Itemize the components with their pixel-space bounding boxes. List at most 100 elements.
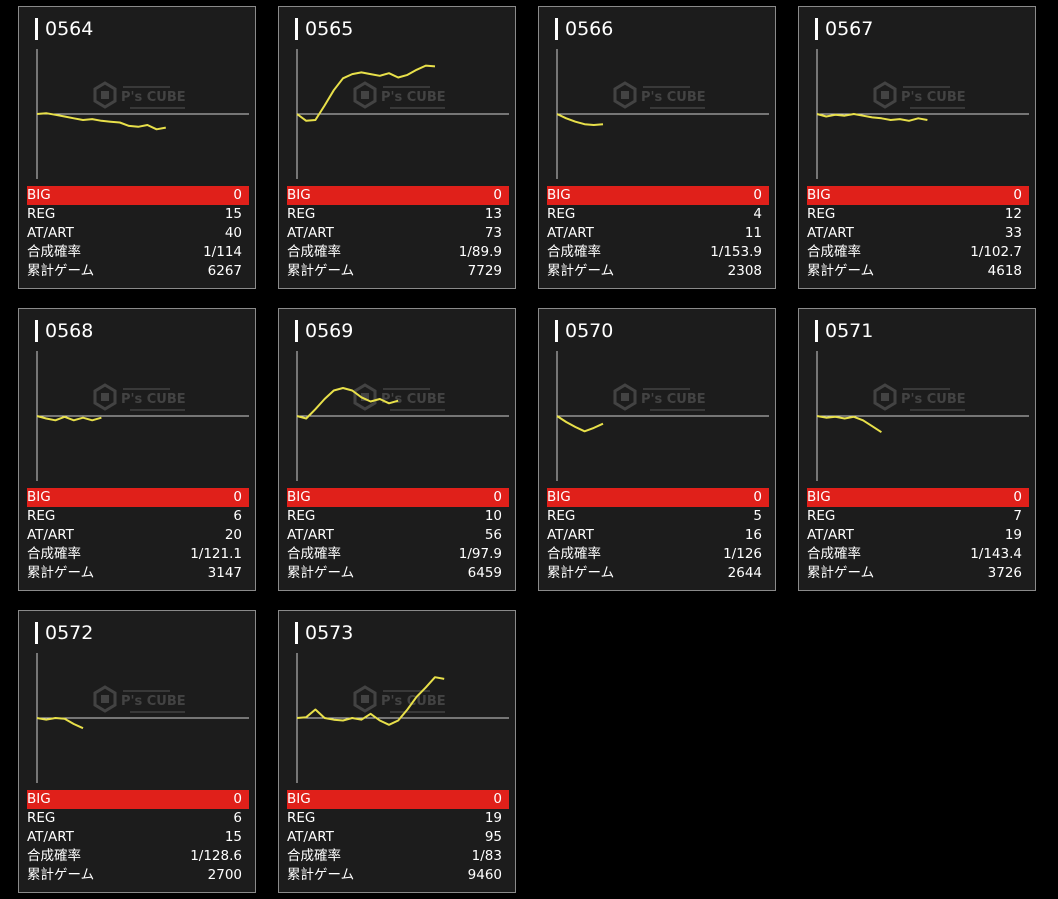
total-games-row: 累計ゲーム 9460 <box>287 866 509 885</box>
prob-value: 1/153.9 <box>710 244 762 260</box>
reg-value: 19 <box>484 810 502 826</box>
prob-label: 合成確率 <box>807 244 861 260</box>
title-accent-bar <box>295 320 298 342</box>
at-art-row: AT/ART 95 <box>287 828 509 847</box>
at-art-row: AT/ART 19 <box>807 526 1029 545</box>
machine-title: 0568 <box>35 319 93 343</box>
probability-row: 合成確率 1/89.9 <box>287 243 509 262</box>
trend-line <box>816 113 928 122</box>
slump-graph: P's CUBE <box>295 351 509 481</box>
reg-label: REG <box>27 508 56 524</box>
ps-cube-icon-core <box>881 393 889 401</box>
prob-label: 合成確率 <box>287 546 341 562</box>
big-value: 0 <box>233 489 242 505</box>
watermark-text: P's CUBE <box>121 90 186 105</box>
ps-cube-icon <box>353 685 377 713</box>
at-label: AT/ART <box>287 527 334 543</box>
prob-label: 合成確率 <box>547 546 601 562</box>
reg-value: 6 <box>233 508 242 524</box>
big-value: 0 <box>753 187 762 203</box>
prob-value: 1/89.9 <box>458 244 502 260</box>
title-accent-bar <box>815 320 818 342</box>
at-art-row: AT/ART 73 <box>287 224 509 243</box>
at-value: 19 <box>1004 527 1022 543</box>
at-label: AT/ART <box>547 225 594 241</box>
total-games-row: 累計ゲーム 2700 <box>27 866 249 885</box>
machine-title: 0573 <box>295 621 353 645</box>
big-value: 0 <box>493 791 502 807</box>
at-art-row: AT/ART 15 <box>27 828 249 847</box>
big-label: BIG <box>27 187 51 203</box>
reg-value: 12 <box>1004 206 1022 222</box>
reg-label: REG <box>807 508 836 524</box>
at-value: 33 <box>1004 225 1022 241</box>
games-value: 7729 <box>467 263 502 279</box>
ps-cube-icon <box>93 383 117 411</box>
probability-row: 合成確率 1/102.7 <box>807 243 1029 262</box>
title-accent-bar <box>35 622 38 644</box>
at-art-row: AT/ART 11 <box>547 224 769 243</box>
at-label: AT/ART <box>287 225 334 241</box>
machine-card-0567[interactable]: 0567 P's CUBE BIG 0 REG 12 AT/ART 33 合成確率 1/102.7… <box>798 6 1036 289</box>
at-label: AT/ART <box>287 829 334 845</box>
machine-number: 0572 <box>45 622 94 644</box>
reg-label: REG <box>27 206 56 222</box>
prob-value: 1/102.7 <box>970 244 1022 260</box>
big-value: 0 <box>233 791 242 807</box>
reg-label: REG <box>287 508 316 524</box>
games-label: 累計ゲーム <box>547 565 615 581</box>
games-value: 2308 <box>727 263 762 279</box>
machine-card-0568[interactable]: 0568 P's CUBE BIG 0 REG 6 AT/ART 20 合成確率 1/121.1 累… <box>18 308 256 591</box>
ps-cube-icon-core <box>101 695 109 703</box>
title-accent-bar <box>815 18 818 40</box>
machine-number: 0570 <box>565 320 614 342</box>
machine-card-0570[interactable]: 0570 P's CUBE BIG 0 REG 5 AT/ART 16 合成確率 1/126 累計ゲ… <box>538 308 776 591</box>
ps-cube-icon <box>353 383 377 411</box>
machine-stats: BIG 0 REG 7 AT/ART 19 合成確率 1/143.4 累計ゲーム 3726 <box>807 488 1029 583</box>
at-label: AT/ART <box>27 225 74 241</box>
reg-value: 10 <box>484 508 502 524</box>
probability-row: 合成確率 1/121.1 <box>27 545 249 564</box>
reg-value: 15 <box>224 206 242 222</box>
machine-card-0572[interactable]: 0572 P's CUBE BIG 0 REG 6 AT/ART 15 合成確率 1/128.6 累… <box>18 610 256 893</box>
prob-label: 合成確率 <box>27 546 81 562</box>
machine-number: 0567 <box>825 18 874 40</box>
watermark-logo: P's CUBE <box>353 685 446 713</box>
reg-value: 6 <box>233 810 242 826</box>
ps-cube-icon-core <box>101 393 109 401</box>
games-value: 2700 <box>207 867 242 883</box>
machine-card-0569[interactable]: 0569 P's CUBE BIG 0 REG 10 AT/ART 56 合成確率 1/97.9 累… <box>278 308 516 591</box>
machine-card-0571[interactable]: 0571 P's CUBE BIG 0 REG 7 AT/ART 19 合成確率 1/143.4 累… <box>798 308 1036 591</box>
machine-card-0565[interactable]: 0565 P's CUBE BIG 0 REG 13 AT/ART 73 合成確率 1/89.9 累… <box>278 6 516 289</box>
games-label: 累計ゲーム <box>27 867 95 883</box>
big-value: 0 <box>753 489 762 505</box>
total-games-row: 累計ゲーム 2644 <box>547 564 769 583</box>
trend-line <box>36 112 166 131</box>
machine-card-0564[interactable]: 0564 P's CUBE BIG 0 REG 15 AT/ART 40 合成確率 1/114 累計… <box>18 6 256 289</box>
prob-label: 合成確率 <box>287 244 341 260</box>
big-label: BIG <box>27 489 51 505</box>
ps-cube-icon-core <box>361 695 369 703</box>
big-row: BIG 0 <box>287 790 509 809</box>
ps-cube-icon-core <box>361 91 369 99</box>
games-value: 9460 <box>467 867 502 883</box>
machine-stats: BIG 0 REG 6 AT/ART 15 合成確率 1/128.6 累計ゲーム 2700 <box>27 790 249 885</box>
trend-line <box>556 415 604 433</box>
big-row: BIG 0 <box>27 186 249 205</box>
title-accent-bar <box>295 18 298 40</box>
machine-card-0566[interactable]: 0566 P's CUBE BIG 0 REG 4 AT/ART 11 合成確率 1/153.9 累… <box>538 6 776 289</box>
ps-cube-icon <box>93 81 117 109</box>
watermark-logo: P's CUBE <box>613 383 706 411</box>
ps-cube-icon-core <box>881 91 889 99</box>
big-label: BIG <box>807 489 831 505</box>
machine-title: 0571 <box>815 319 873 343</box>
total-games-row: 累計ゲーム 6267 <box>27 262 249 281</box>
prob-value: 1/83 <box>471 848 502 864</box>
watermark-logo: P's CUBE <box>613 81 706 109</box>
slump-graph: P's CUBE <box>295 49 509 179</box>
big-row: BIG 0 <box>547 186 769 205</box>
at-label: AT/ART <box>27 527 74 543</box>
reg-row: REG 5 <box>547 507 769 526</box>
prob-label: 合成確率 <box>27 244 81 260</box>
machine-card-0573[interactable]: 0573 P's CUBE BIG 0 REG 19 AT/ART 95 合成確率 1/83 累計ゲ… <box>278 610 516 893</box>
